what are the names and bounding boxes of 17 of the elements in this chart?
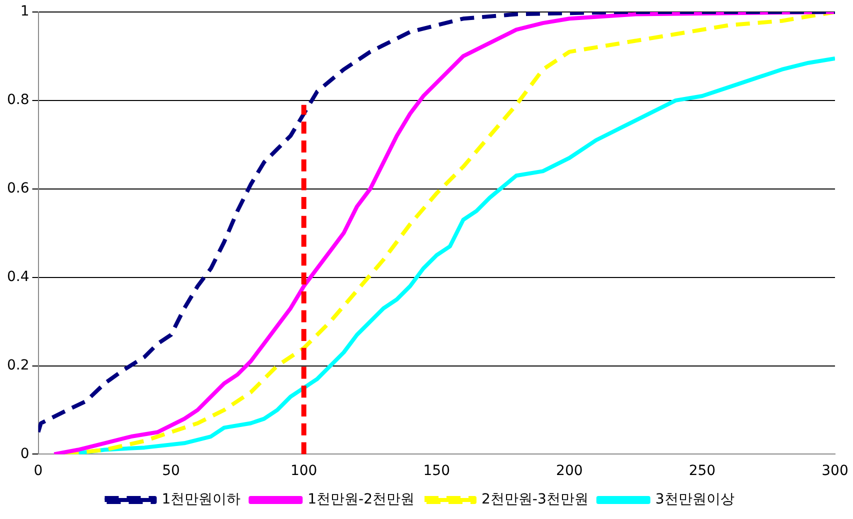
x-tick-label: 300 (822, 463, 848, 480)
legend-label: 1천만원-2천만원 (308, 492, 415, 508)
y-tick-label: 1 (20, 4, 30, 20)
x-tick-label: 50 (162, 463, 180, 480)
legend-label: 1천만원이하 (162, 492, 241, 508)
y-tick-label: 0.4 (7, 268, 30, 285)
x-tick-label: 250 (688, 463, 716, 480)
legend-label: 3천만원이상 (655, 492, 734, 508)
x-tick-label: 100 (290, 463, 318, 480)
x-tick-label: 0 (34, 463, 43, 480)
y-tick-label: 0 (20, 446, 30, 462)
x-tick-label: 200 (556, 463, 583, 480)
y-tick-label: 0.6 (7, 180, 30, 197)
y-tick-label: 0.8 (7, 92, 30, 108)
y-tick-label: 0.2 (7, 357, 30, 374)
x-tick-label: 150 (423, 463, 450, 480)
legend-label: 2천만원-3천만원 (482, 492, 588, 508)
